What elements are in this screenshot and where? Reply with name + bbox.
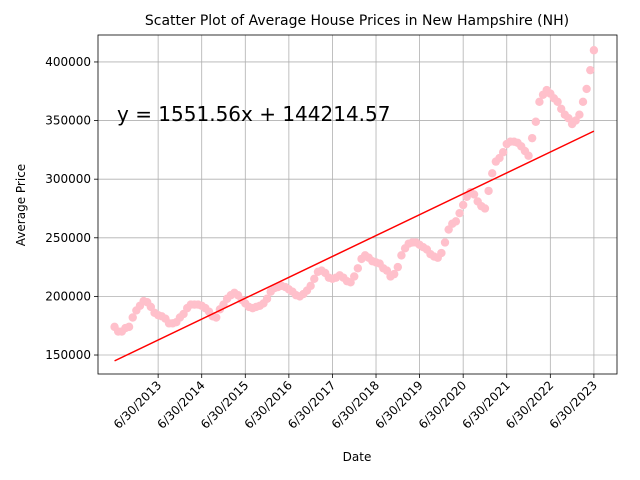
point [575,110,584,119]
point [589,46,599,55]
point [437,248,446,258]
y-tick-label: 350000 [45,114,91,128]
point [262,294,272,303]
point [527,133,537,143]
point [586,65,595,75]
point [488,169,497,178]
y-tick-label: 400000 [45,55,91,69]
y-tick-label: 300000 [45,172,91,186]
trend-line [114,130,595,362]
point [531,117,541,126]
point [124,322,134,332]
point [582,84,591,94]
point [128,313,137,322]
point [440,238,450,247]
point [469,190,479,199]
point [578,97,588,107]
point [306,281,315,291]
annotation: y = 1551.56x + 144214.57 [117,102,390,126]
point [212,313,221,322]
point [353,264,363,273]
x-tick-label: 6/30/2023 [547,378,600,431]
point [553,97,562,107]
point [458,200,468,210]
point [393,262,403,272]
point [389,269,399,279]
point [484,186,493,196]
point [350,272,359,281]
point [480,204,490,213]
point [498,148,508,157]
point [310,274,319,284]
point [535,97,544,107]
y-axis-label: Average Price [14,164,28,246]
point [397,251,406,260]
y-tick-label: 200000 [45,289,91,303]
y-tick-label: 250000 [45,231,91,245]
point [451,217,461,226]
point [455,208,464,218]
x-axis-label: Date [343,450,372,464]
plot-frame [97,34,618,375]
point [524,151,533,160]
y-tick-label: 150000 [45,348,91,362]
chart-title: Scatter Plot of Average House Prices in … [145,13,569,29]
